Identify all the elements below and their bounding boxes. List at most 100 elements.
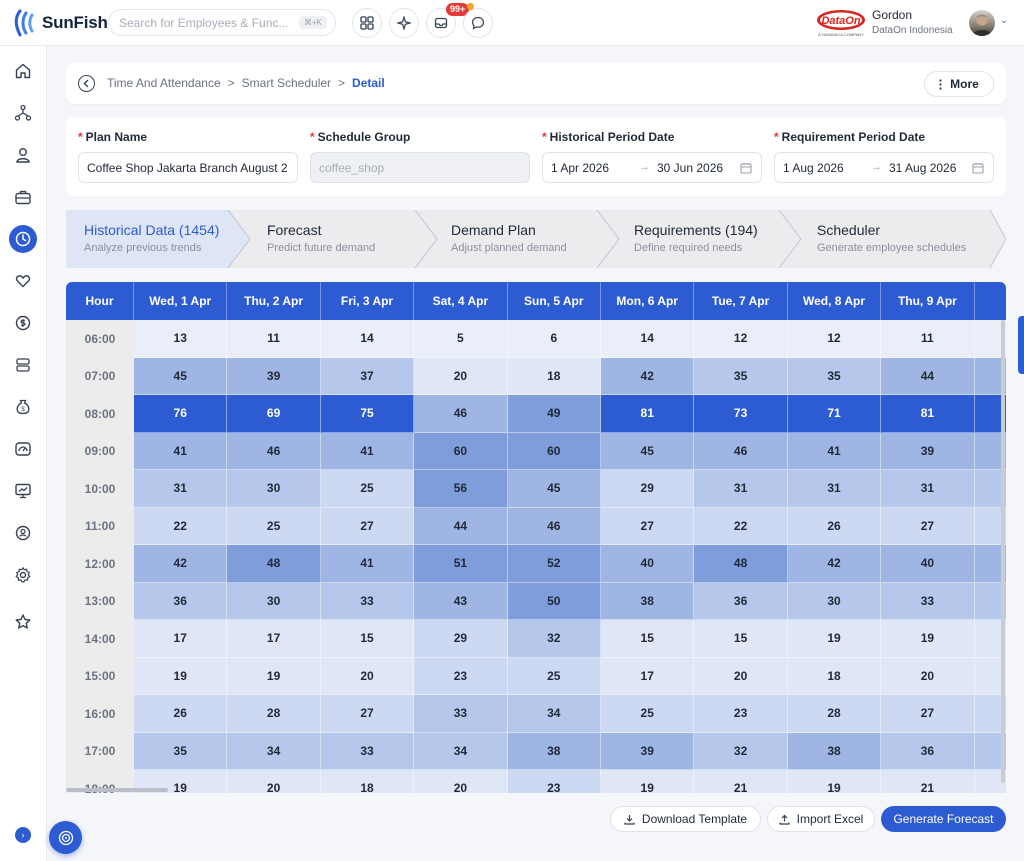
heatmap-cell[interactable]: 30 xyxy=(227,582,321,620)
heatmap-cell[interactable]: 39 xyxy=(601,732,695,770)
heatmap-cell[interactable]: 38 xyxy=(507,732,601,770)
horizontal-scrollbar[interactable] xyxy=(66,788,168,792)
breadcrumb-item-time-attendance[interactable]: Time And Attendance xyxy=(107,76,221,90)
heatmap-cell[interactable]: 23 xyxy=(694,695,788,733)
heatmap-cell[interactable]: 26 xyxy=(787,507,882,545)
heatmap-cell[interactable]: 41 xyxy=(787,432,882,470)
heatmap-cell[interactable]: 73 xyxy=(694,395,788,433)
chat-button[interactable] xyxy=(463,8,493,38)
heatmap-cell[interactable]: 44 xyxy=(881,357,975,395)
heatmap-cell[interactable]: 50 xyxy=(507,582,601,620)
heatmap-cell[interactable]: 48 xyxy=(227,545,321,583)
import-excel-button[interactable]: Import Excel xyxy=(767,806,875,832)
heatmap-cell[interactable]: 42 xyxy=(601,357,695,395)
sidebar-item-settings[interactable] xyxy=(9,561,37,589)
heatmap-cell[interactable]: 18 xyxy=(787,657,882,695)
heatmap-cell[interactable]: 32 xyxy=(507,620,601,658)
heatmap-cell[interactable]: 20 xyxy=(414,770,508,793)
heatmap-cell[interactable]: 81 xyxy=(881,395,975,433)
heatmap-cell[interactable]: 20 xyxy=(320,657,415,695)
heatmap-cell[interactable]: 33 xyxy=(881,582,975,620)
heatmap-cell[interactable]: 18 xyxy=(320,770,415,793)
heatmap-cell[interactable]: 60 xyxy=(507,432,601,470)
heatmap-cell[interactable]: 15 xyxy=(601,620,695,658)
heatmap-cell[interactable]: 31 xyxy=(694,470,788,508)
column-header-date[interactable]: F xyxy=(975,282,1006,320)
heatmap-cell[interactable]: 42 xyxy=(787,545,882,583)
heatmap-cell[interactable]: 71 xyxy=(787,395,882,433)
sidebar-item-training[interactable] xyxy=(9,477,37,505)
sidebar-item-home[interactable] xyxy=(9,57,37,85)
column-header-date[interactable]: Mon, 6 Apr xyxy=(601,282,695,320)
heatmap-cell[interactable]: 19 xyxy=(601,770,695,793)
heatmap-cell[interactable]: 29 xyxy=(601,470,695,508)
heatmap-cell[interactable]: 60 xyxy=(414,432,508,470)
heatmap-cell[interactable]: 17 xyxy=(134,620,228,658)
historical-period-picker[interactable]: 1 Apr 2026 → 30 Jun 2026 xyxy=(542,152,762,183)
heatmap-cell[interactable]: 15 xyxy=(320,620,415,658)
heatmap-cell[interactable]: 31 xyxy=(881,470,975,508)
heatmap-cell[interactable]: 52 xyxy=(507,545,601,583)
heatmap-cell[interactable]: 20 xyxy=(694,657,788,695)
sidebar-expand-button[interactable]: › xyxy=(15,827,31,843)
app-logo[interactable]: SunFish xyxy=(14,9,108,37)
heatmap-cell[interactable]: 11 xyxy=(881,320,975,358)
column-header-date[interactable]: Thu, 2 Apr xyxy=(227,282,321,320)
column-header-date[interactable]: Wed, 1 Apr xyxy=(134,282,228,320)
heatmap-cell[interactable]: 27 xyxy=(601,507,695,545)
heatmap-cell[interactable]: 36 xyxy=(694,582,788,620)
heatmap-cell[interactable]: 27 xyxy=(881,695,975,733)
heatmap-cell[interactable]: 31 xyxy=(787,470,882,508)
heatmap-cell[interactable]: 46 xyxy=(507,507,601,545)
heatmap-cell[interactable]: 21 xyxy=(694,770,788,793)
heatmap-cell[interactable]: 33 xyxy=(320,582,415,620)
heatmap-cell[interactable]: 22 xyxy=(694,507,788,545)
sidebar-item-talent[interactable] xyxy=(9,519,37,547)
heatmap-cell[interactable]: 25 xyxy=(601,695,695,733)
plan-name-input[interactable]: Coffee Shop Jakarta Branch August 2 xyxy=(78,152,298,183)
breadcrumb-item-smart-scheduler[interactable]: Smart Scheduler xyxy=(241,76,332,90)
sidebar-item-documents[interactable] xyxy=(9,351,37,379)
heatmap-cell[interactable]: 36 xyxy=(134,582,228,620)
heatmap-cell[interactable]: 11 xyxy=(227,320,321,358)
column-header-date[interactable]: Sat, 4 Apr xyxy=(414,282,508,320)
heatmap-cell[interactable]: 35 xyxy=(134,732,228,770)
heatmap-cell[interactable]: 13 xyxy=(134,320,228,358)
vertical-scrollbar[interactable] xyxy=(1001,320,1005,783)
heatmap-cell[interactable]: 56 xyxy=(414,470,508,508)
heatmap-cell[interactable]: 76 xyxy=(134,395,228,433)
more-button[interactable]: More xyxy=(924,71,994,97)
heatmap-cell[interactable]: 20 xyxy=(227,770,321,793)
heatmap-cell[interactable]: 46 xyxy=(227,432,321,470)
heatmap-cell[interactable]: 81 xyxy=(601,395,695,433)
heatmap-cell[interactable]: 25 xyxy=(227,507,321,545)
heatmap-cell[interactable]: 33 xyxy=(414,695,508,733)
heatmap-cell[interactable]: 12 xyxy=(694,320,788,358)
column-header-date[interactable]: Sun, 5 Apr xyxy=(508,282,601,320)
heatmap-cell[interactable]: 15 xyxy=(694,620,788,658)
search-input[interactable]: Search for Employees & Func... ⌘+K xyxy=(108,9,336,36)
ai-button[interactable] xyxy=(389,8,419,38)
heatmap-cell[interactable]: 17 xyxy=(601,657,695,695)
heatmap-cell[interactable]: 27 xyxy=(320,695,415,733)
heatmap-cell[interactable]: 34 xyxy=(414,732,508,770)
heatmap-cell[interactable]: 42 xyxy=(134,545,228,583)
heatmap-cell[interactable]: 25 xyxy=(320,470,415,508)
heatmap-cell[interactable]: 26 xyxy=(134,695,228,733)
heatmap-cell[interactable]: 19 xyxy=(227,657,321,695)
back-button[interactable] xyxy=(78,75,95,92)
heatmap-cell[interactable]: 27 xyxy=(881,507,975,545)
heatmap-cell[interactable]: 21 xyxy=(881,770,975,793)
heatmap-cell[interactable]: 34 xyxy=(227,732,321,770)
heatmap-cell[interactable]: 41 xyxy=(320,432,415,470)
heatmap-cell[interactable]: 46 xyxy=(414,395,508,433)
column-header-date[interactable]: Wed, 8 Apr xyxy=(788,282,882,320)
heatmap-cell[interactable]: 34 xyxy=(507,695,601,733)
heatmap-cell[interactable]: 23 xyxy=(414,657,508,695)
heatmap-cell[interactable]: 30 xyxy=(787,582,882,620)
sidebar-item-favorites[interactable] xyxy=(9,608,37,636)
heatmap-cell[interactable]: 45 xyxy=(134,357,228,395)
column-header-date[interactable]: Fri, 3 Apr xyxy=(321,282,415,320)
heatmap-cell[interactable]: 20 xyxy=(881,657,975,695)
heatmap-cell[interactable]: 37 xyxy=(320,357,415,395)
